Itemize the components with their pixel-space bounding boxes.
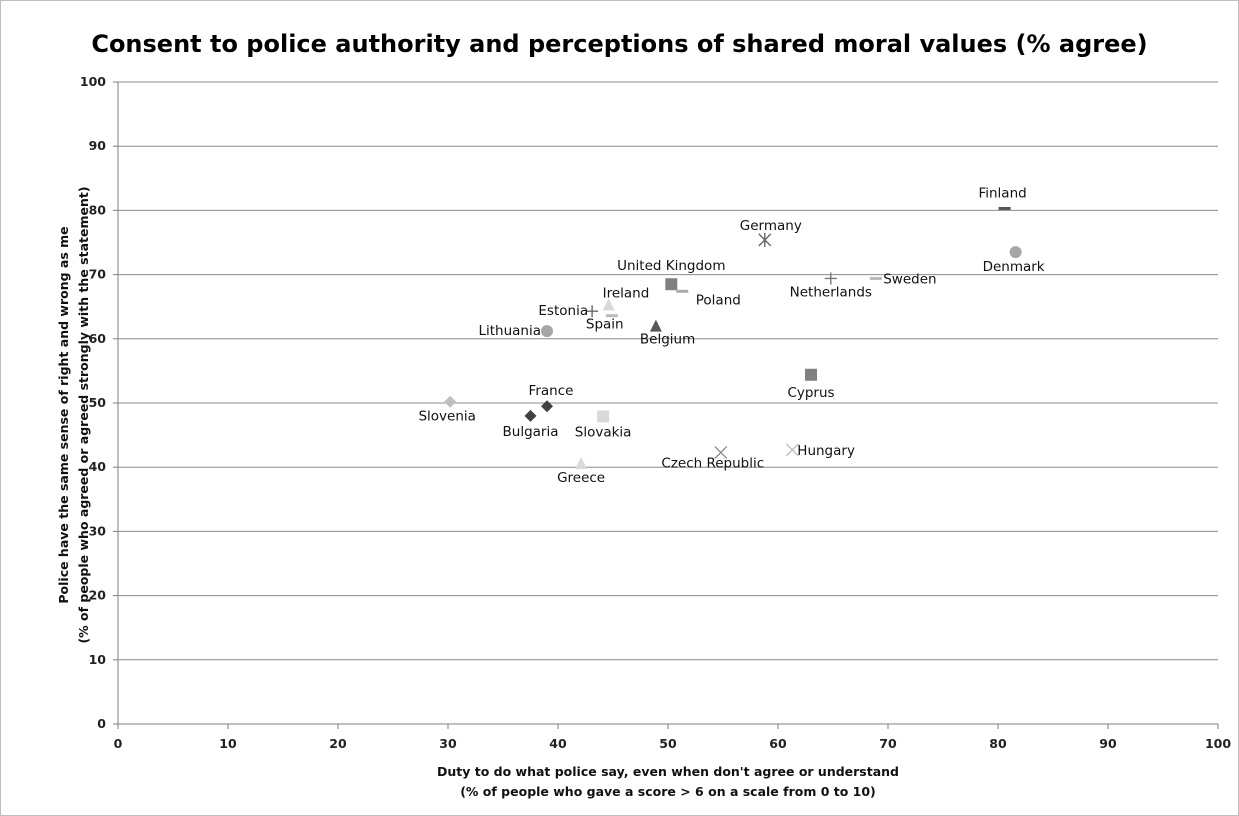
label-belgium: Belgium xyxy=(640,332,695,348)
x-tick-label: 0 xyxy=(114,736,123,751)
label-denmark: Denmark xyxy=(983,259,1045,275)
label-finland: Finland xyxy=(978,185,1026,201)
point-cyprus xyxy=(805,368,817,381)
point-united-kingdom xyxy=(665,278,678,291)
label-slovakia: Slovakia xyxy=(575,424,632,440)
point-hungary xyxy=(785,443,799,457)
y-tick-label: 10 xyxy=(89,652,107,667)
x-tick-label: 100 xyxy=(1205,736,1231,751)
y-axis-label-line-1: Police have the same sense of right and … xyxy=(56,226,71,603)
point-bulgaria xyxy=(524,409,537,422)
point-france xyxy=(541,400,553,413)
x-tick-label: 70 xyxy=(879,736,897,751)
point-ireland xyxy=(602,298,615,311)
y-tick-label: 50 xyxy=(89,395,107,410)
label-ireland: Ireland xyxy=(603,285,650,301)
x-tick-label: 60 xyxy=(769,736,787,751)
label-bulgaria: Bulgaria xyxy=(503,424,559,440)
y-tick-label: 40 xyxy=(89,459,107,474)
point-germany xyxy=(758,232,772,247)
y-tick-label: 100 xyxy=(80,74,106,89)
point-slovenia xyxy=(444,395,457,408)
x-tick-label: 30 xyxy=(439,736,457,751)
point-netherlands xyxy=(824,272,837,285)
y-tick-label: 30 xyxy=(89,523,107,538)
label-hungary: Hungary xyxy=(797,443,855,459)
label-cyprus: Cyprus xyxy=(787,385,834,401)
chart-title: Consent to police authority and percepti… xyxy=(91,30,1148,58)
point-belgium xyxy=(649,319,662,332)
x-axis-label-line-2: (% of people who gave a score > 6 on a s… xyxy=(460,784,876,799)
label-spain: Spain xyxy=(586,317,624,333)
x-tick-label: 10 xyxy=(219,736,237,751)
x-tick-label: 90 xyxy=(1099,736,1117,751)
y-tick-label: 70 xyxy=(89,267,107,282)
y-tick-label: 20 xyxy=(89,588,107,603)
point-estonia xyxy=(586,305,599,318)
x-tick-label: 20 xyxy=(329,736,347,751)
point-slovakia xyxy=(597,410,610,423)
point-czech-republic xyxy=(714,445,728,459)
label-lithuania: Lithuania xyxy=(478,323,541,339)
y-tick-label: 0 xyxy=(97,716,106,731)
label-estonia: Estonia xyxy=(538,303,588,319)
y-tick-label: 90 xyxy=(89,138,107,153)
label-slovenia: Slovenia xyxy=(418,409,475,425)
label-germany: Germany xyxy=(740,218,802,234)
x-tick-label: 80 xyxy=(989,736,1007,751)
point-sweden xyxy=(869,276,882,280)
point-finland xyxy=(998,206,1011,210)
label-united-kingdom: United Kingdom xyxy=(617,258,725,274)
label-greece: Greece xyxy=(557,470,605,486)
label-france: France xyxy=(529,383,574,399)
point-poland xyxy=(676,289,689,293)
point-greece xyxy=(575,456,588,469)
y-tick-label: 60 xyxy=(89,331,107,346)
label-netherlands: Netherlands xyxy=(790,284,872,300)
point-denmark xyxy=(1009,246,1022,259)
label-poland: Poland xyxy=(696,292,741,308)
x-tick-label: 40 xyxy=(549,736,567,751)
x-tick-label: 50 xyxy=(659,736,677,751)
point-spain xyxy=(605,314,618,318)
label-sweden: Sweden xyxy=(883,271,936,287)
x-axis-label-line-1: Duty to do what police say, even when do… xyxy=(437,764,899,779)
point-lithuania xyxy=(541,325,553,338)
label-czech-republic: Czech Republic xyxy=(661,455,764,471)
y-tick-label: 80 xyxy=(89,202,107,217)
y-axis-label-line-2: (% of people who agreed or agreed strong… xyxy=(76,186,91,643)
